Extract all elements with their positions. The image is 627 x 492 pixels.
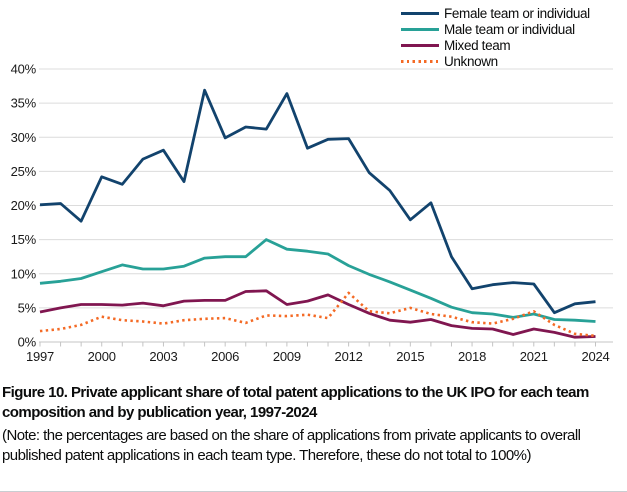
line-chart-canvas: 0% 5% 10% 15% 20% 25% 30% 35% 40% 1997 2000 2003 200… — [11, 62, 613, 364]
legend-dotted-line-swatch — [401, 60, 439, 63]
series-line-unknown — [39, 291, 596, 338]
y-axis-tick-label: 15% — [11, 232, 37, 247]
legend-item: Mixed team — [401, 39, 590, 52]
y-axis-tick-label: 0% — [18, 335, 37, 350]
y-axis-tick-label: 10% — [11, 266, 37, 281]
figure-10-chart: 0% 5% 10% 15% 20% 25% 30% 35% 40% 1997 2000 2003 200… — [11, 7, 613, 364]
x-axis-tick-label: 2000 — [88, 349, 116, 364]
x-axis-tick-label: 2003 — [149, 349, 177, 364]
x-axis-tick-label: 2012 — [335, 349, 363, 364]
series-line-female-team-or-individual — [39, 88, 596, 315]
y-axis-tick-label: 35% — [11, 96, 37, 111]
legend-item: Female team or individual — [401, 7, 590, 20]
x-axis-tick-label: 1997 — [26, 349, 54, 364]
y-axis-tick-label: 20% — [11, 198, 37, 213]
legend-item: Unknown — [401, 55, 590, 68]
x-axis-tick-label: 2006 — [211, 349, 239, 364]
figure-text-block: Figure 10. Private applicant share of to… — [0, 383, 627, 465]
x-axis-tick-label: 2024 — [581, 349, 609, 364]
legend-label: Male team or individual — [444, 22, 575, 37]
x-axis-tick-label: 2009 — [273, 349, 301, 364]
y-axis-tick-label: 25% — [11, 164, 37, 179]
y-axis-tick-label: 5% — [18, 300, 37, 315]
legend-line-swatch — [401, 28, 439, 31]
x-axis-tick-label: 2015 — [396, 349, 424, 364]
y-axis-tick-label: 30% — [11, 130, 37, 145]
x-axis-tick-label: 2018 — [458, 349, 486, 364]
chart-legend: Female team or individual Male team or in… — [401, 7, 590, 68]
legend-item: Male team or individual — [401, 23, 590, 36]
series-line-male-team-or-individual — [39, 238, 596, 323]
figure-note: (Note: the percentages are based on the … — [2, 427, 581, 464]
legend-label: Unknown — [444, 54, 498, 69]
y-axis-tick-label: 40% — [11, 62, 37, 77]
figure-caption: Figure 10. Private applicant share of to… — [2, 384, 589, 421]
legend-line-swatch — [401, 44, 439, 47]
series-line-mixed-team — [39, 289, 596, 339]
legend-label: Female team or individual — [444, 6, 590, 21]
legend-label: Mixed team — [444, 38, 511, 53]
legend-line-swatch — [401, 12, 439, 15]
x-axis-tick-label: 2021 — [520, 349, 548, 364]
